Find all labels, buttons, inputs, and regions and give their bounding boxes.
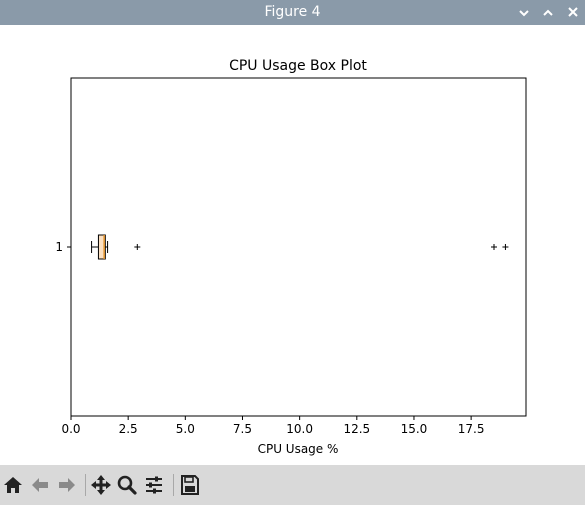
figure-canvas: CPU Usage Box Plot 0.0 2.5 5.0 7.5 10.0 12.5 1… [0,25,585,465]
toolbar-separator [85,474,86,496]
x-axis: 0.0 2.5 5.0 7.5 10.0 12.5 15.0 17.5 [61,416,484,436]
x-tick-label: 17.5 [458,422,485,436]
x-tick-label: 12.5 [343,422,370,436]
boxplot-chart: CPU Usage Box Plot 0.0 2.5 5.0 7.5 10.0 12.5 1… [0,25,585,465]
configure-subplots-icon[interactable] [143,473,165,497]
back-icon[interactable] [29,473,51,497]
pan-icon[interactable] [90,473,112,497]
matplotlib-toolbar [0,465,585,505]
forward-icon[interactable] [56,473,78,497]
x-tick-label: 2.5 [119,422,138,436]
save-icon[interactable] [179,473,201,497]
home-icon[interactable] [2,473,24,497]
x-tick-label: 5.0 [176,422,195,436]
x-tick-label: 10.0 [286,422,313,436]
chart-title: CPU Usage Box Plot [229,58,367,74]
window-title: Figure 4 [0,0,585,25]
x-tick-label: 15.0 [401,422,428,436]
toolbar-separator [173,474,174,496]
window-titlebar: Figure 4 [0,0,585,25]
x-tick-label: 0.0 [61,422,80,436]
close-icon[interactable] [563,0,583,25]
zoom-icon[interactable] [116,473,138,497]
minimize-icon[interactable] [514,0,534,25]
x-tick-label: 7.5 [233,422,252,436]
y-axis: 1 [55,240,71,254]
x-axis-label: CPU Usage % [258,442,339,456]
y-tick-label: 1 [55,240,63,254]
maximize-icon[interactable] [538,0,558,25]
